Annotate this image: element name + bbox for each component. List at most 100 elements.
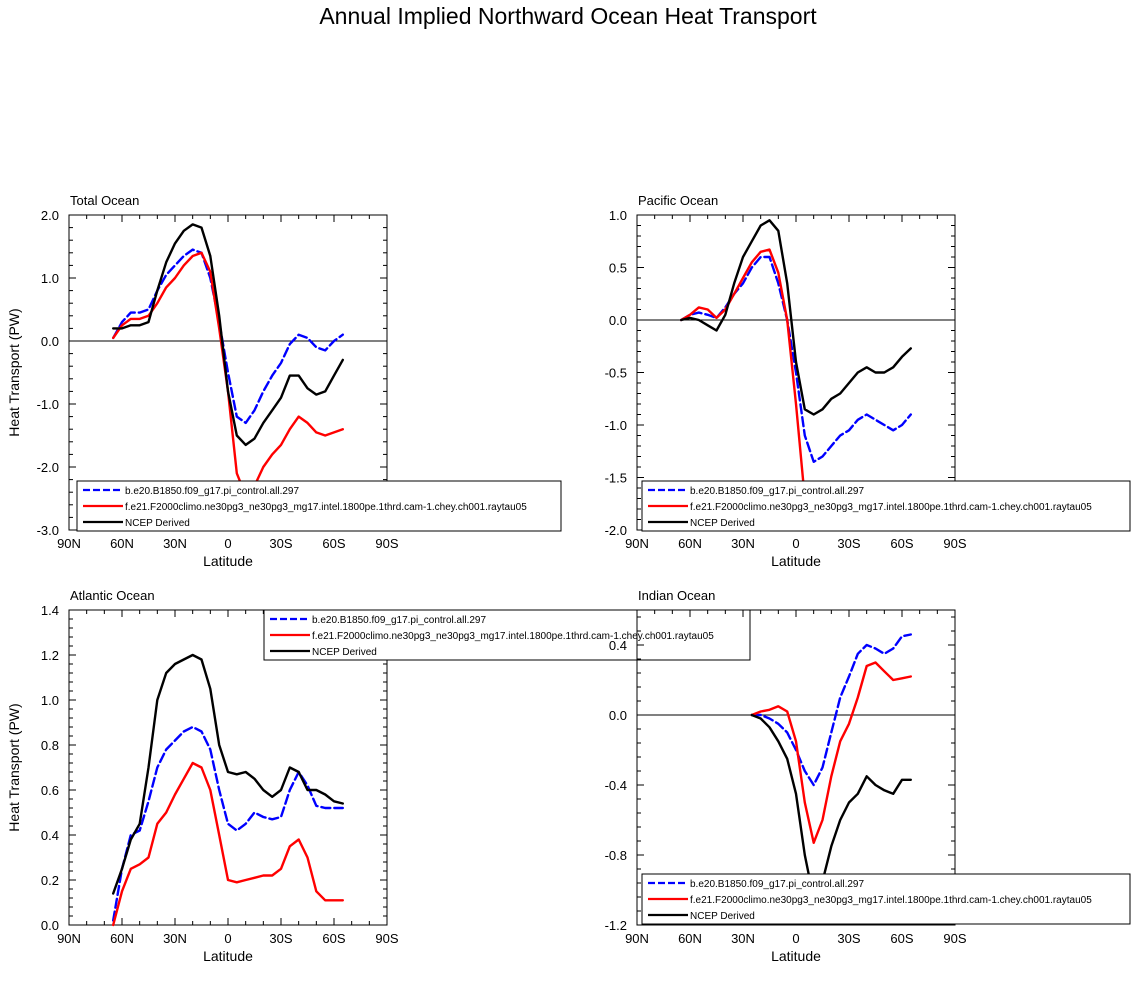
x-tick-label: 60N: [110, 536, 134, 551]
x-tick-label: 30S: [269, 931, 292, 946]
y-tick-label: 0.0: [609, 313, 627, 328]
legend: b.e20.B1850.f09_g17.pi_control.all.297 f.…: [76, 480, 562, 532]
x-tick-label: 90S: [375, 536, 398, 551]
legend: b.e20.B1850.f09_g17.pi_control.all.297 f.…: [641, 480, 1131, 532]
x-tick-label: 30S: [269, 536, 292, 551]
legend-label-2: NCEP Derived: [125, 518, 190, 529]
x-tick-label: 30N: [163, 931, 187, 946]
legend-box: [641, 873, 1131, 925]
legend-box: [263, 609, 751, 661]
panel-title: Indian Ocean: [638, 588, 715, 603]
y-tick-label: 1.0: [41, 693, 59, 708]
y-tick-label: -0.8: [605, 848, 627, 863]
legend: b.e20.B1850.f09_g17.pi_control.all.297 f.…: [641, 873, 1131, 925]
legend-label-1: f.e21.F2000climo.ne30pg3_ne30pg3_mg17.in…: [125, 502, 527, 513]
legend-box: [641, 480, 1131, 532]
series-line-1: [111, 761, 344, 927]
y-tick-label: 1.4: [41, 603, 59, 618]
y-tick-label: -3.0: [37, 523, 59, 538]
y-tick-label: -1.5: [605, 471, 627, 486]
series-line-2: [750, 713, 912, 900]
y-tick-label: 0.4: [609, 638, 627, 653]
x-tick-label: 30S: [837, 931, 860, 946]
x-axis-label: Latitude: [771, 948, 821, 964]
y-tick-label: -0.4: [605, 778, 627, 793]
x-tick-label: 90S: [943, 536, 966, 551]
x-tick-label: 60N: [678, 536, 702, 551]
series-line-0: [750, 633, 912, 787]
chart-title: Annual Implied Northward Ocean Heat Tran…: [319, 3, 817, 29]
x-tick-label: 90N: [625, 931, 649, 946]
chart-panel-0: Total Ocean 90N 60N 30N 0 30S 60S 90S -3.0 -2.0 -1…: [6, 193, 562, 569]
y-tick-label: 2.0: [41, 208, 59, 223]
x-tick-label: 90S: [375, 931, 398, 946]
panel-title: Total Ocean: [70, 193, 139, 208]
legend-label-0: b.e20.B1850.f09_g17.pi_control.all.297: [312, 615, 486, 626]
series-line-1: [750, 661, 912, 844]
y-tick-label: 0.2: [41, 873, 59, 888]
series-line-2: [111, 223, 344, 447]
y-tick-label: -1.2: [605, 918, 627, 933]
panel-title: Atlantic Ocean: [70, 588, 155, 603]
y-tick-label: -1.0: [605, 418, 627, 433]
y-tick-label: 0.4: [41, 828, 59, 843]
y-tick-label: 1.2: [41, 648, 59, 663]
legend-label-0: b.e20.B1850.f09_g17.pi_control.all.297: [690, 486, 864, 497]
x-tick-label: 90S: [943, 931, 966, 946]
x-tick-label: 30S: [837, 536, 860, 551]
legend-box: [76, 480, 562, 532]
y-tick-label: -2.0: [37, 460, 59, 475]
x-axis-label: Latitude: [771, 553, 821, 569]
legend-label-0: b.e20.B1850.f09_g17.pi_control.all.297: [690, 879, 864, 890]
x-tick-label: 60N: [110, 931, 134, 946]
x-tick-label: 60S: [890, 536, 913, 551]
y-tick-label: -2.0: [605, 523, 627, 538]
series-line-0: [111, 248, 344, 425]
legend-label-2: NCEP Derived: [690, 911, 755, 922]
x-tick-label: 90N: [625, 536, 649, 551]
x-tick-label: 60S: [322, 931, 345, 946]
x-tick-label: 60N: [678, 931, 702, 946]
x-tick-label: 0: [792, 536, 799, 551]
chart-panel-1: Pacific Ocean 90N 60N 30N 0 30S 60S 90S -2.0 -1.5…: [605, 193, 1131, 569]
y-tick-label: 0.6: [41, 783, 59, 798]
legend-label-1: f.e21.F2000climo.ne30pg3_ne30pg3_mg17.in…: [690, 502, 1092, 513]
legend: b.e20.B1850.f09_g17.pi_control.all.297 f.…: [263, 609, 751, 661]
y-tick-label: -1.0: [37, 397, 59, 412]
y-axis-label: Heat Transport (PW): [6, 703, 22, 831]
legend-label-0: b.e20.B1850.f09_g17.pi_control.all.297: [125, 486, 299, 497]
y-tick-label: 0.0: [41, 334, 59, 349]
x-axis-label: Latitude: [203, 948, 253, 964]
series-line-0: [111, 725, 344, 922]
x-tick-label: 30N: [163, 536, 187, 551]
x-tick-label: 0: [224, 931, 231, 946]
y-tick-label: -0.5: [605, 366, 627, 381]
y-tick-label: 0.0: [41, 918, 59, 933]
x-tick-label: 0: [224, 536, 231, 551]
legend-label-2: NCEP Derived: [690, 518, 755, 529]
chart-panel-2: Atlantic Ocean 90N 60N 30N 0 30S 60S 90S 0.0 0.2 0…: [6, 588, 751, 964]
chart-panel-3: Indian Ocean 90N 60N 30N 0 30S 60S 90S -1.2 -0.8 -…: [605, 588, 1131, 964]
legend-label-2: NCEP Derived: [312, 647, 377, 658]
y-tick-label: 0.0: [609, 708, 627, 723]
x-tick-label: 60S: [322, 536, 345, 551]
legend-label-1: f.e21.F2000climo.ne30pg3_ne30pg3_mg17.in…: [690, 895, 1092, 906]
y-tick-label: 0.8: [41, 738, 59, 753]
x-axis-label: Latitude: [203, 553, 253, 569]
legend-label-1: f.e21.F2000climo.ne30pg3_ne30pg3_mg17.in…: [312, 631, 714, 642]
x-tick-label: 60S: [890, 931, 913, 946]
x-tick-label: 90N: [57, 931, 81, 946]
x-tick-label: 90N: [57, 536, 81, 551]
y-tick-label: 1.0: [41, 271, 59, 286]
x-tick-label: 0: [792, 931, 799, 946]
series-line-2: [680, 219, 912, 416]
series-line-1: [111, 251, 344, 497]
x-tick-label: 30N: [731, 536, 755, 551]
series-line-2: [111, 653, 344, 895]
y-tick-label: 1.0: [609, 208, 627, 223]
x-tick-label: 30N: [731, 931, 755, 946]
y-tick-label: 0.5: [609, 261, 627, 276]
panel-title: Pacific Ocean: [638, 193, 718, 208]
y-axis-label: Heat Transport (PW): [6, 308, 22, 436]
